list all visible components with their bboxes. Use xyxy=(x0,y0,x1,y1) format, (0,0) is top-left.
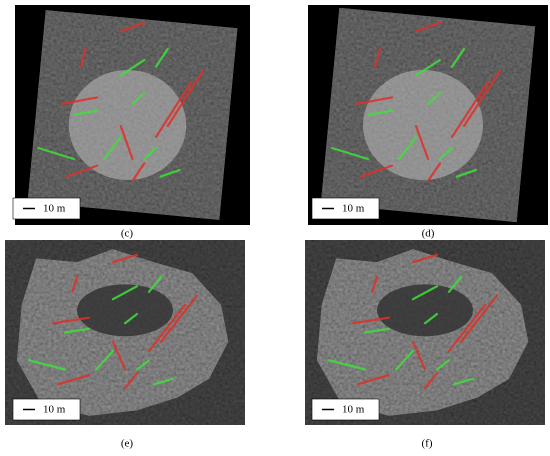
displacement-arrow xyxy=(72,109,99,117)
scale-box xyxy=(12,197,81,220)
displacement-arrow xyxy=(450,47,466,68)
displacement-arrow xyxy=(131,91,146,106)
displacement-arrow xyxy=(56,373,91,386)
caldera xyxy=(77,284,173,337)
scale-label: 10 m xyxy=(43,203,66,215)
displacement-arrow xyxy=(330,146,370,161)
panel-label: (d) xyxy=(422,228,435,240)
displacement-arrow xyxy=(27,359,67,371)
displacement-arrow xyxy=(63,327,91,334)
displacement-arrow xyxy=(51,316,91,325)
displacement-arrow xyxy=(119,21,146,33)
displacement-arrow xyxy=(111,253,139,264)
panel-label: (f) xyxy=(422,438,433,450)
displacement-arrow xyxy=(111,340,127,371)
displacement-arrow xyxy=(154,47,169,68)
displacement-arrow xyxy=(154,80,193,139)
displacement-arrow xyxy=(447,275,463,293)
displacement-arrow xyxy=(438,146,454,161)
displacement-arrow xyxy=(354,96,394,106)
displacement-arrow xyxy=(166,69,205,128)
displacement-arrow xyxy=(359,164,394,178)
panel: 10 m (f) xyxy=(305,240,545,450)
displacement-arrow xyxy=(37,146,75,161)
scale-box xyxy=(311,398,380,421)
caldera xyxy=(377,284,473,337)
displacement-arrow xyxy=(71,275,79,293)
displacement-arrow xyxy=(131,162,146,183)
panel-label: (c) xyxy=(121,228,134,240)
displacement-arrow xyxy=(462,69,502,128)
displacement-arrow xyxy=(414,58,442,77)
scale-label: 10 m xyxy=(43,404,66,416)
displacement-arrow xyxy=(111,285,139,301)
panel: 10 m (e) xyxy=(5,240,245,450)
displacement-arrow xyxy=(95,349,115,371)
displacement-arrow xyxy=(123,372,139,390)
displacement-arrow xyxy=(143,146,158,161)
displacement-arrow xyxy=(119,58,146,77)
displacement-arrow xyxy=(103,135,122,161)
displacement-arrow xyxy=(366,109,394,117)
displacement-arrow xyxy=(147,303,187,353)
displacement-arrow xyxy=(119,124,134,161)
displacement-arrow xyxy=(423,312,439,325)
displacement-arrow xyxy=(147,275,163,293)
displacement-arrow xyxy=(411,340,427,371)
scale-box xyxy=(311,197,380,220)
scale-label: 10 m xyxy=(342,404,365,416)
displacement-arrow xyxy=(414,21,442,33)
displacement-arrow xyxy=(435,359,451,371)
displacement-arrow xyxy=(455,168,478,178)
displacement-arrow xyxy=(452,377,475,386)
displacement-arrow xyxy=(459,294,499,343)
displacement-arrow xyxy=(159,168,181,178)
displacement-arrow xyxy=(374,47,382,68)
scale-label: 10 m xyxy=(342,203,365,215)
displacement-arrow xyxy=(327,359,367,371)
displacement-arrow xyxy=(123,312,139,325)
displacement-arrow xyxy=(60,96,99,106)
displacement-arrow xyxy=(426,91,442,106)
displacement-arrow xyxy=(398,135,418,161)
displacement-arrow xyxy=(450,80,490,139)
displacement-arrow xyxy=(414,124,430,161)
panel-label: (e) xyxy=(121,438,134,450)
panel: 10 m (c) xyxy=(12,5,250,240)
displacement-arrow xyxy=(135,359,151,371)
displacement-arrow xyxy=(152,377,175,386)
displacement-arrow xyxy=(159,294,199,343)
panel: 10 m (d) xyxy=(308,5,548,240)
displacement-arrow xyxy=(351,316,391,325)
displacement-arrow xyxy=(411,253,439,264)
displacement-arrow xyxy=(65,164,99,178)
displacement-arrow xyxy=(395,349,415,371)
displacement-arrow xyxy=(426,162,442,183)
displacement-arrow xyxy=(356,373,391,386)
displacement-arrow xyxy=(411,285,439,301)
displacement-arrow xyxy=(363,327,391,334)
displacement-arrow xyxy=(79,47,87,68)
scale-box xyxy=(12,398,81,421)
displacement-arrow xyxy=(447,303,487,353)
displacement-arrow xyxy=(423,372,439,390)
displacement-arrow xyxy=(371,275,379,293)
